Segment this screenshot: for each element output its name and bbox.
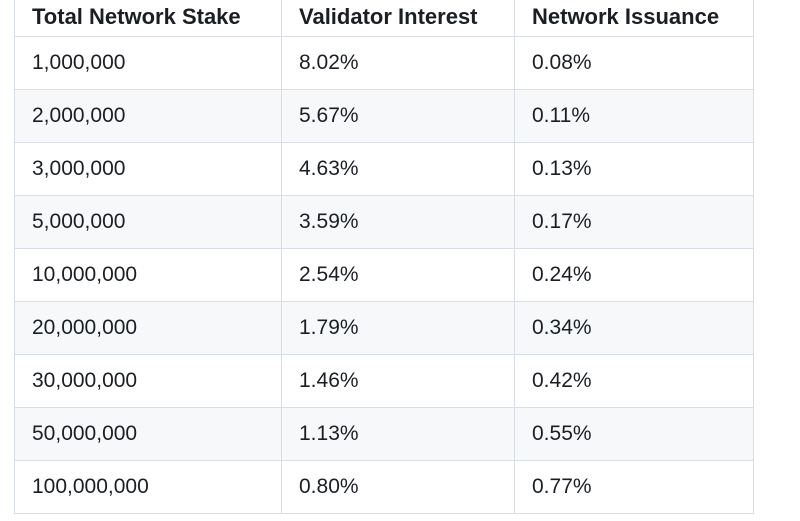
- cell-validator-interest: 2.54%: [281, 248, 515, 302]
- table-row: 2,000,000 5.67% 0.11%: [14, 89, 754, 143]
- column-header-validator-interest: Validator Interest: [281, 0, 515, 37]
- cell-validator-interest: 8.02%: [281, 36, 515, 90]
- cell-stake: 1,000,000: [14, 36, 282, 90]
- cell-validator-interest: 0.80%: [281, 460, 515, 514]
- cell-network-issuance: 0.55%: [514, 407, 754, 461]
- cell-validator-interest: 1.46%: [281, 354, 515, 408]
- cell-stake: 3,000,000: [14, 142, 282, 196]
- cell-network-issuance: 0.42%: [514, 354, 754, 408]
- table-row: 10,000,000 2.54% 0.24%: [14, 248, 754, 302]
- cell-stake: 20,000,000: [14, 301, 282, 355]
- cell-network-issuance: 0.34%: [514, 301, 754, 355]
- cell-stake: 50,000,000: [14, 407, 282, 461]
- cell-stake: 100,000,000: [14, 460, 282, 514]
- table-row: 5,000,000 3.59% 0.17%: [14, 195, 754, 249]
- cell-stake: 30,000,000: [14, 354, 282, 408]
- cell-network-issuance: 0.13%: [514, 142, 754, 196]
- cell-network-issuance: 0.77%: [514, 460, 754, 514]
- table-row: 100,000,000 0.80% 0.77%: [14, 460, 754, 514]
- cell-validator-interest: 1.79%: [281, 301, 515, 355]
- cell-network-issuance: 0.17%: [514, 195, 754, 249]
- cell-network-issuance: 0.24%: [514, 248, 754, 302]
- table-row: 1,000,000 8.02% 0.08%: [14, 36, 754, 90]
- cell-network-issuance: 0.11%: [514, 89, 754, 143]
- table-row: 50,000,000 1.13% 0.55%: [14, 407, 754, 461]
- table-row: 3,000,000 4.63% 0.13%: [14, 142, 754, 196]
- cell-validator-interest: 3.59%: [281, 195, 515, 249]
- table-header-row: Total Network Stake Validator Interest N…: [14, 0, 754, 37]
- cell-validator-interest: 4.63%: [281, 142, 515, 196]
- cell-network-issuance: 0.08%: [514, 36, 754, 90]
- stake-table-container: Total Network Stake Validator Interest N…: [14, 0, 754, 514]
- cell-validator-interest: 1.13%: [281, 407, 515, 461]
- network-stake-table: Total Network Stake Validator Interest N…: [14, 0, 754, 514]
- table-row: 30,000,000 1.46% 0.42%: [14, 354, 754, 408]
- cell-stake: 2,000,000: [14, 89, 282, 143]
- table-row: 20,000,000 1.79% 0.34%: [14, 301, 754, 355]
- cell-stake: 5,000,000: [14, 195, 282, 249]
- column-header-network-issuance: Network Issuance: [514, 0, 754, 37]
- column-header-total-network-stake: Total Network Stake: [14, 0, 282, 37]
- cell-stake: 10,000,000: [14, 248, 282, 302]
- cell-validator-interest: 5.67%: [281, 89, 515, 143]
